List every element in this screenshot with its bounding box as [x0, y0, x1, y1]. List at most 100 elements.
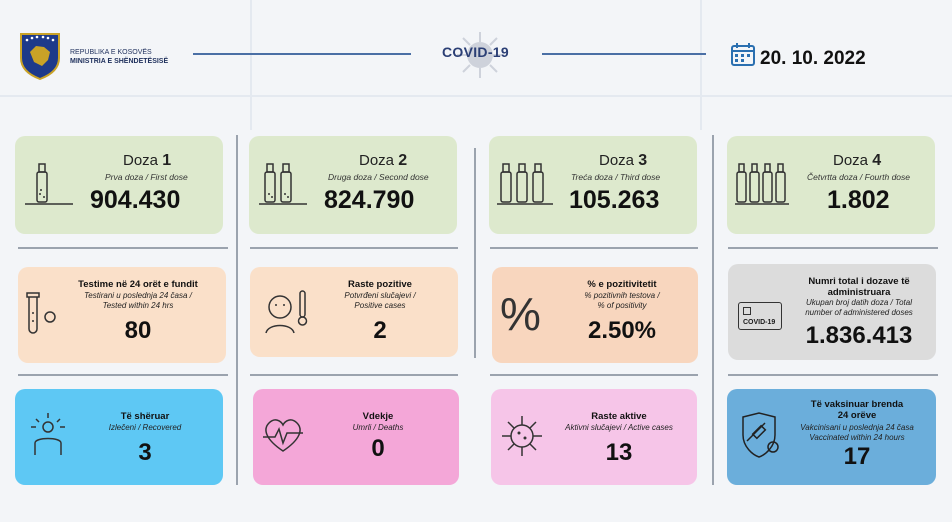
dose-subtitle: Prva doza / First dose: [105, 172, 188, 182]
dose-value: 904.430: [90, 186, 181, 214]
test-tube-icon: [26, 292, 56, 334]
deaths-card: Vdekje Umrli / Deaths 0: [253, 389, 459, 485]
card-title: Të vaksinuar brenda 24 orëve: [785, 399, 929, 421]
recovered-card: Të shëruar Izlečeni / Recovered 3: [15, 389, 223, 485]
org-line1: REPUBLIKA E KOSOVËS: [70, 49, 152, 56]
card-subtitle-line: Ukupan broj datih doza / Total: [806, 298, 912, 307]
header-divider-right: [542, 53, 706, 55]
vaccine-card-label: COVID-19: [743, 319, 776, 326]
positivity-card: % % e pozitivitetit % pozitivnih testova…: [492, 267, 698, 363]
fever-person-icon: [265, 290, 308, 334]
vial-icon: [25, 163, 73, 205]
row-divider: [728, 247, 938, 249]
dose-number: 4: [872, 152, 882, 169]
dose-label: Doza 2: [359, 152, 407, 170]
card-value: 2: [373, 317, 387, 344]
row-divider: [18, 247, 228, 249]
card-subtitle-line: % pozitivnih testova /: [584, 291, 660, 300]
column-divider: [236, 135, 238, 485]
card-title: Testime në 24 orët e fundit: [78, 279, 198, 290]
dose-value: 105.263: [569, 186, 660, 214]
card-value: 1.836.413: [805, 322, 913, 349]
card-subtitle: % pozitivnih testova / % of positivity: [552, 291, 692, 311]
card-value: 0: [371, 435, 385, 462]
vaccine-card-icon: COVID-19: [738, 302, 782, 330]
tests-card: Testime në 24 orët e fundit Testirani u …: [18, 267, 226, 363]
active-cases-card: Raste aktive Aktivni slučajevi / Active …: [491, 389, 697, 485]
dose-word: Doza: [359, 152, 395, 169]
card-subtitle-line: % of positivity: [597, 301, 647, 310]
positive-cases-card: Raste pozitive Potvrđeni slučajevi / Pos…: [250, 267, 458, 357]
dose-label: Doza 4: [833, 152, 881, 170]
card-subtitle-line: Tested within 24 hrs: [102, 301, 174, 310]
card-subtitle: Umrli / Deaths: [352, 423, 404, 432]
kosovo-emblem-icon: [20, 33, 60, 80]
card-value: 80: [124, 317, 152, 344]
vial-icon: [259, 163, 307, 205]
page-title: COVID-19: [442, 44, 509, 60]
card-subtitle-line: Vaccinated within 24 hours: [809, 433, 905, 442]
total-doses-card: COVID-19 Numri total i dozave të adminis…: [728, 264, 936, 360]
dose-word: Doza: [123, 152, 159, 169]
dose-number: 2: [398, 152, 408, 169]
dose-label: Doza 1: [123, 152, 171, 170]
dose-subtitle: Druga doza / Second dose: [328, 172, 429, 182]
card-title: Numri total i dozave të administruara: [808, 276, 910, 298]
card-title: Vdekje: [362, 411, 394, 422]
card-title: % e pozitivitetit: [587, 279, 657, 290]
row-divider: [490, 374, 698, 376]
row-divider: [728, 374, 938, 376]
dose-1-card: Doza 1 Prva doza / First dose 904.430: [15, 136, 223, 234]
card-subtitle: Aktivni slučajevi / Active cases: [565, 423, 673, 432]
card-subtitle-line: Positive cases: [354, 301, 406, 310]
card-title: Raste aktive: [591, 411, 647, 422]
virus-icon: [457, 32, 503, 78]
card-title: Të shëruar: [120, 411, 170, 422]
calendar-icon: [731, 43, 755, 66]
vial-icon: [497, 163, 553, 205]
dose-number: 1: [162, 152, 172, 169]
row-divider: [18, 374, 228, 376]
card-subtitle-line: Potvrđeni slučajevi /: [344, 291, 416, 300]
card-title: Raste pozitive: [348, 279, 412, 290]
row-divider: [250, 374, 458, 376]
row-divider: [250, 247, 458, 249]
card-title-line: Të vaksinuar brenda: [810, 399, 904, 410]
card-subtitle: Potvrđeni slučajevi / Positive cases: [310, 291, 450, 311]
dose-word: Doza: [833, 152, 869, 169]
card-subtitle-line: Testirani u poslednja 24 časa /: [84, 291, 192, 300]
card-value: 13: [605, 439, 633, 466]
header-divider-left: [193, 53, 411, 55]
card-subtitle-line: number of administered doses: [805, 308, 913, 317]
vial-icon: [735, 163, 789, 205]
recovered-person-icon: [31, 413, 65, 455]
heartbeat-icon: [263, 419, 303, 452]
dose-2-card: Doza 2 Druga doza / Second dose 824.790: [249, 136, 457, 234]
dose-word: Doza: [599, 152, 635, 169]
row-divider: [490, 247, 698, 249]
dose-subtitle: Četvrtta doza / Fourth dose: [807, 172, 910, 182]
percent-icon: %: [500, 288, 541, 340]
dose-3-card: Doza 3 Treća doza / Third dose 105.263: [489, 136, 697, 234]
dose-label: Doza 3: [599, 152, 647, 170]
dose-4-card: Doza 4 Četvrtta doza / Fourth dose 1.802: [727, 136, 935, 234]
card-subtitle: Testirani u poslednja 24 časa / Tested w…: [58, 291, 218, 311]
org-line2: MINISTRIA E SHËNDETËSISË: [70, 58, 169, 65]
vaccinated-24h-card: Të vaksinuar brenda 24 orëve Vakcinisani…: [727, 389, 936, 485]
card-value: 17: [843, 443, 871, 470]
card-subtitle: Ukupan broj datih doza / Total number of…: [786, 298, 932, 318]
card-value: 3: [138, 439, 152, 466]
card-subtitle-line: Vakcinisani u poslednja 24 časa: [800, 423, 914, 432]
dose-subtitle: Treća doza / Third dose: [571, 172, 661, 182]
column-divider: [712, 135, 714, 485]
dose-value: 824.790: [324, 186, 415, 214]
ministry-name: REPUBLIKA E KOSOVËS MINISTRIA E SHËNDETË…: [70, 48, 168, 66]
column-divider: [474, 148, 476, 358]
dose-value: 1.802: [827, 186, 890, 214]
card-value: 2.50%: [587, 317, 657, 344]
dose-number: 3: [638, 152, 648, 169]
checkbox-icon: [743, 307, 751, 315]
report-date: 20. 10. 2022: [760, 48, 866, 69]
card-subtitle: Vakcinisani u poslednja 24 časa Vaccinat…: [785, 423, 929, 443]
virus-active-icon: [502, 416, 542, 456]
